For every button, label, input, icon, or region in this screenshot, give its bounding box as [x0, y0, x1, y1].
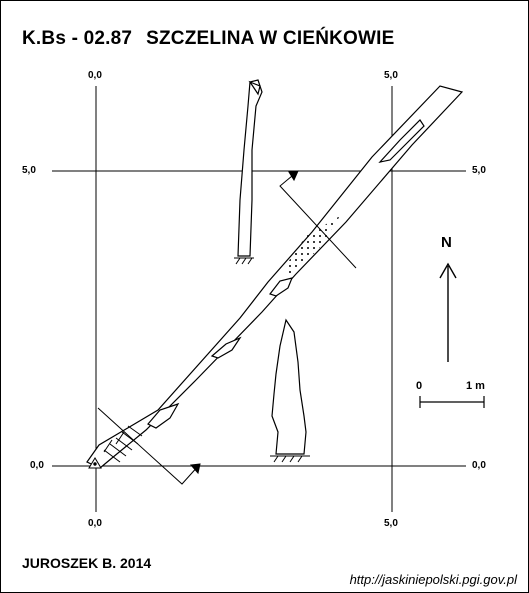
grid-label-bottom-right: 5,0 [384, 518, 398, 529]
grid-label-left-upper: 5,0 [22, 165, 36, 176]
entrance-hatching [103, 425, 143, 463]
north-label: N [441, 234, 452, 251]
cave-code: K.Bs - 02.87 [22, 28, 133, 49]
section-line-upper [279, 170, 357, 269]
grid-label-bottom-left: 0,0 [88, 518, 102, 529]
scale-label-end: 1 m [466, 380, 485, 392]
floor-hatch [234, 257, 254, 265]
cave-name: SZCZELINA W CIEŃKOWIE [146, 28, 395, 49]
grid-label-top-right: 5,0 [384, 70, 398, 81]
rock-block [147, 402, 180, 429]
grid-label-top-left: 0,0 [88, 70, 102, 81]
survey-station [88, 457, 102, 469]
floor-hatch [270, 455, 310, 463]
grid-label-right-upper: 5,0 [472, 165, 486, 176]
cross-section-lower [271, 318, 307, 455]
author-credit: JUROSZEK B. 2014 [22, 555, 152, 571]
rock-block [269, 277, 293, 297]
grid-label-right-lower: 0,0 [472, 460, 486, 471]
cross-section-upper [237, 79, 263, 257]
grid-label-left-lower: 0,0 [30, 460, 44, 471]
section-line-lower [97, 407, 201, 485]
rock-block [210, 336, 242, 359]
map-title: K.Bs - 02.87 SZCZELINA W CIEŃKOWIE [22, 28, 395, 50]
source-url[interactable]: http://jaskiniepolski.pgi.gov.pl [349, 572, 517, 587]
rock-block [378, 119, 425, 163]
rubble-area [284, 216, 340, 274]
north-arrow [439, 262, 457, 362]
scale-label-start: 0 [416, 380, 423, 392]
scale-bar [419, 396, 485, 408]
